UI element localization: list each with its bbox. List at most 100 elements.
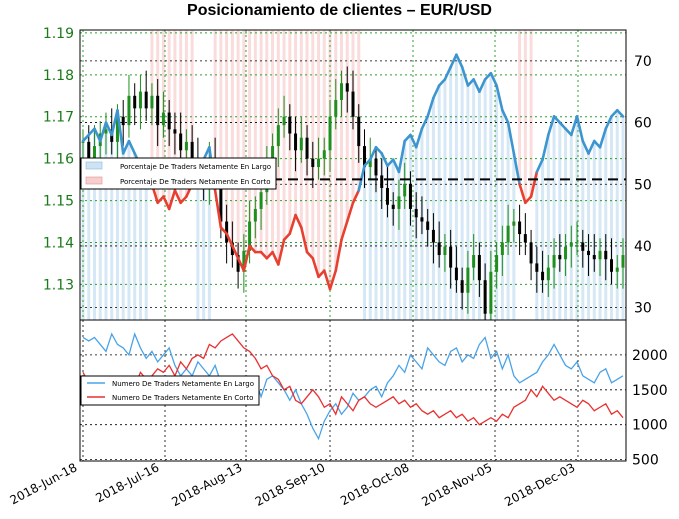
chart-title: Posicionamiento de clientes – EUR/USD [187,2,492,19]
x-tick-label: 2018-Oct-08 [338,460,411,508]
legend-label-long-pct: Porcentaje De Traders Netamente En Largo [120,163,271,171]
candle-body [317,158,321,168]
net-long-pct-segment [460,65,470,87]
candle-body [219,171,223,222]
candle-body [403,183,407,197]
candle-body [483,280,487,314]
candle-body [621,255,625,268]
candle-body [506,225,510,243]
net-long-pct-segment [179,195,188,205]
net-long-pct-segment [558,121,567,131]
net-long-pct-segment [219,226,228,235]
right-axis-ticks-bottom: 2000 1500 1000 500 [632,348,668,469]
net-long-pct-segment [455,53,464,69]
net-long-pct-segment [98,121,108,143]
candle-body [253,208,257,222]
right-axis-ticks-top: 70 60 50 40 30 [634,54,652,317]
candle-body [322,150,326,159]
right-tick-label: 50 [634,177,652,193]
net-long-pct-segment [495,84,504,112]
candle-body [282,116,286,126]
net-long-pct-segment [443,65,452,81]
right-tick-label: 40 [634,239,652,255]
net-long-pct-segment [547,115,556,137]
candle-body [477,255,481,281]
net-long-pct-segment [506,121,516,155]
net-long-pct-segment [167,189,177,211]
candle-body [340,83,344,100]
net-long-pct-segment [535,158,544,174]
candle-body [121,116,125,126]
net-long-pct-segment [541,133,550,161]
candle-body [138,91,142,109]
net-long-pct-segment [420,115,429,131]
candle-body [92,146,96,159]
net-long-pct-segment [236,256,246,272]
candle-body [397,196,401,209]
candle-body [236,255,240,272]
net-long-pct-segment [478,78,487,94]
net-long-pct-segment [466,78,475,87]
net-long-pct-segment [328,269,338,291]
net-long-pct-segment [357,164,366,192]
price-candles [81,66,625,335]
long-count-line [82,331,624,441]
net-long-pct-segment [615,108,625,118]
net-long-pct-segment [265,250,274,260]
candle-body [173,129,177,134]
candle-body [115,116,119,142]
net-long-pct-segment [87,127,96,137]
candle-body [385,187,389,205]
net-long-pct-segment [322,269,332,291]
net-long-pct-segment [449,53,458,69]
candle-body [569,242,573,247]
net-long-pct-segment [305,250,315,260]
candle-body [190,141,194,159]
legend-label-long-count: Numero De Traders Netamente En Largo [112,380,254,388]
right-tick-label: 30 [634,301,652,317]
net-long-pct-segment [173,189,182,205]
candle-body [408,183,412,209]
candle-body [449,246,453,268]
candle-body [523,234,527,243]
candle-body [512,221,516,226]
left-tick-label: 1.18 [43,68,74,84]
net-long-pct-segment [414,127,424,149]
candle-body [248,221,252,251]
candle-body [179,133,183,151]
candle-body [575,242,579,244]
candle-body [81,141,85,143]
candle-body [242,250,246,272]
x-tick-label: 2018-Sep-10 [253,460,328,509]
net-long-pct-segment [277,238,286,266]
candle-body [167,112,171,130]
right-tick-label-bottom: 500 [632,453,659,469]
net-long-pct-segment [299,226,309,254]
net-long-pct-segment [104,121,114,137]
legend-label-short-count: Numero De Traders Netamente En Corto [112,394,253,402]
net-long-pct-segment [271,250,280,266]
candle-body [466,267,470,293]
left-tick-label: 1.16 [43,152,74,168]
right-tick-label: 70 [634,54,652,70]
net-long-pct-segment [81,133,91,143]
candle-body [592,255,596,260]
candle-body [558,255,562,260]
net-long-pct-segment [368,145,378,161]
legend-label-short-pct: Porcentaje De Traders Netamente En Corto [120,178,271,186]
candle-body [311,158,315,168]
left-tick-label: 1.14 [43,235,74,251]
net-long-pct-segment [524,195,533,205]
legend-top: Porcentaje De Traders Netamente En Largo… [80,157,277,190]
right-tick-label-bottom: 2000 [632,348,668,364]
net-long-pct-segment [121,139,131,155]
net-long-pct-segment [569,115,579,137]
net-long-pct-segment [242,244,251,272]
net-long-pct-segment [334,238,343,272]
candle-body [299,137,303,151]
candle-body [87,141,91,159]
net-long-pct-segment [518,182,527,205]
net-long-pct-segment [294,213,303,229]
net-long-pct-segment [340,219,349,242]
left-tick-label: 1.19 [43,26,74,42]
